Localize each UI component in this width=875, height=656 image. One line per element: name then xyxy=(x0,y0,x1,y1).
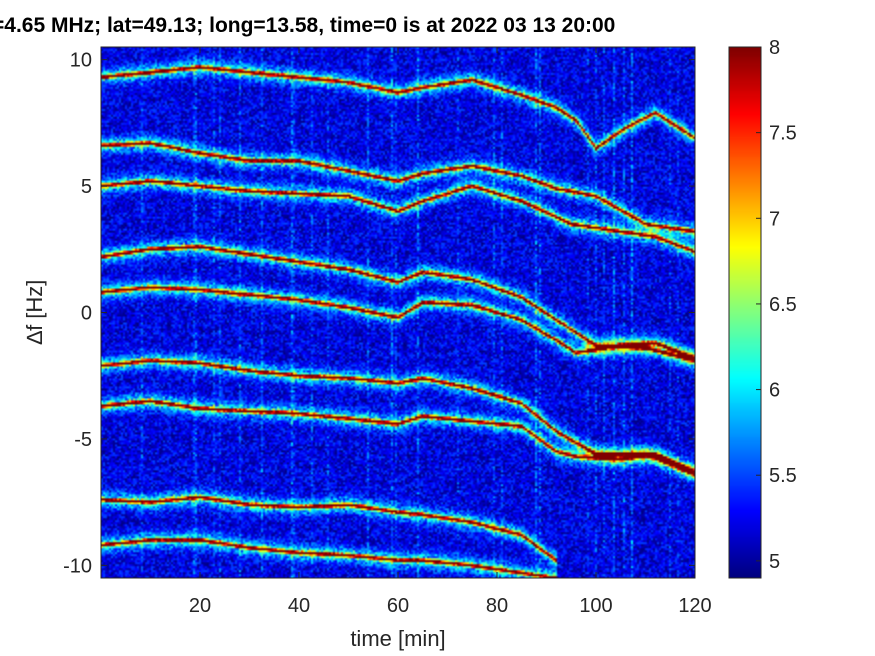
x-tick-label: 100 xyxy=(579,595,612,617)
heatmap-image xyxy=(101,47,695,578)
x-axis-label: time [min] xyxy=(350,626,445,651)
colorbar-tick-label: 6.5 xyxy=(769,294,797,316)
x-tick-label: 20 xyxy=(189,595,211,617)
x-axis: 20 40 60 80 100 120 xyxy=(189,47,712,617)
chart-title: =4.65 MHz; lat=49.13; long=13.58, time=0… xyxy=(0,14,616,37)
y-tick-label: 5 xyxy=(81,176,92,198)
colorbar-tick-label: 5 xyxy=(769,551,780,573)
x-tick-label: 120 xyxy=(678,595,711,617)
y-tick-label: 0 xyxy=(81,303,92,325)
y-tick-label: -5 xyxy=(74,429,92,451)
colorbar-frame xyxy=(728,46,762,579)
colorbar-tick-label: 6 xyxy=(769,380,780,402)
x-tick-label: 40 xyxy=(288,595,310,617)
y-tick-label: -10 xyxy=(63,555,92,577)
y-axis: 10 5 0 -5 -10 xyxy=(63,50,695,577)
x-tick-label: 60 xyxy=(387,595,409,617)
colorbar-tick-label: 7 xyxy=(769,208,780,230)
colorbar-tick-label: 8 xyxy=(769,37,780,59)
colorbar: 8 7.5 7 6.5 6 5.5 5 xyxy=(728,37,797,579)
x-tick-label: 80 xyxy=(486,595,508,617)
colorbar-gradient xyxy=(729,47,761,578)
y-tick-label: 10 xyxy=(70,50,92,72)
y-axis-label: ∆f [Hz] xyxy=(22,280,47,345)
colorbar-ticks: 8 7.5 7 6.5 6 5.5 5 xyxy=(756,37,797,573)
plot-area xyxy=(100,46,696,579)
colorbar-tick-label: 5.5 xyxy=(769,465,797,487)
colorbar-tick-label: 7.5 xyxy=(769,123,797,145)
